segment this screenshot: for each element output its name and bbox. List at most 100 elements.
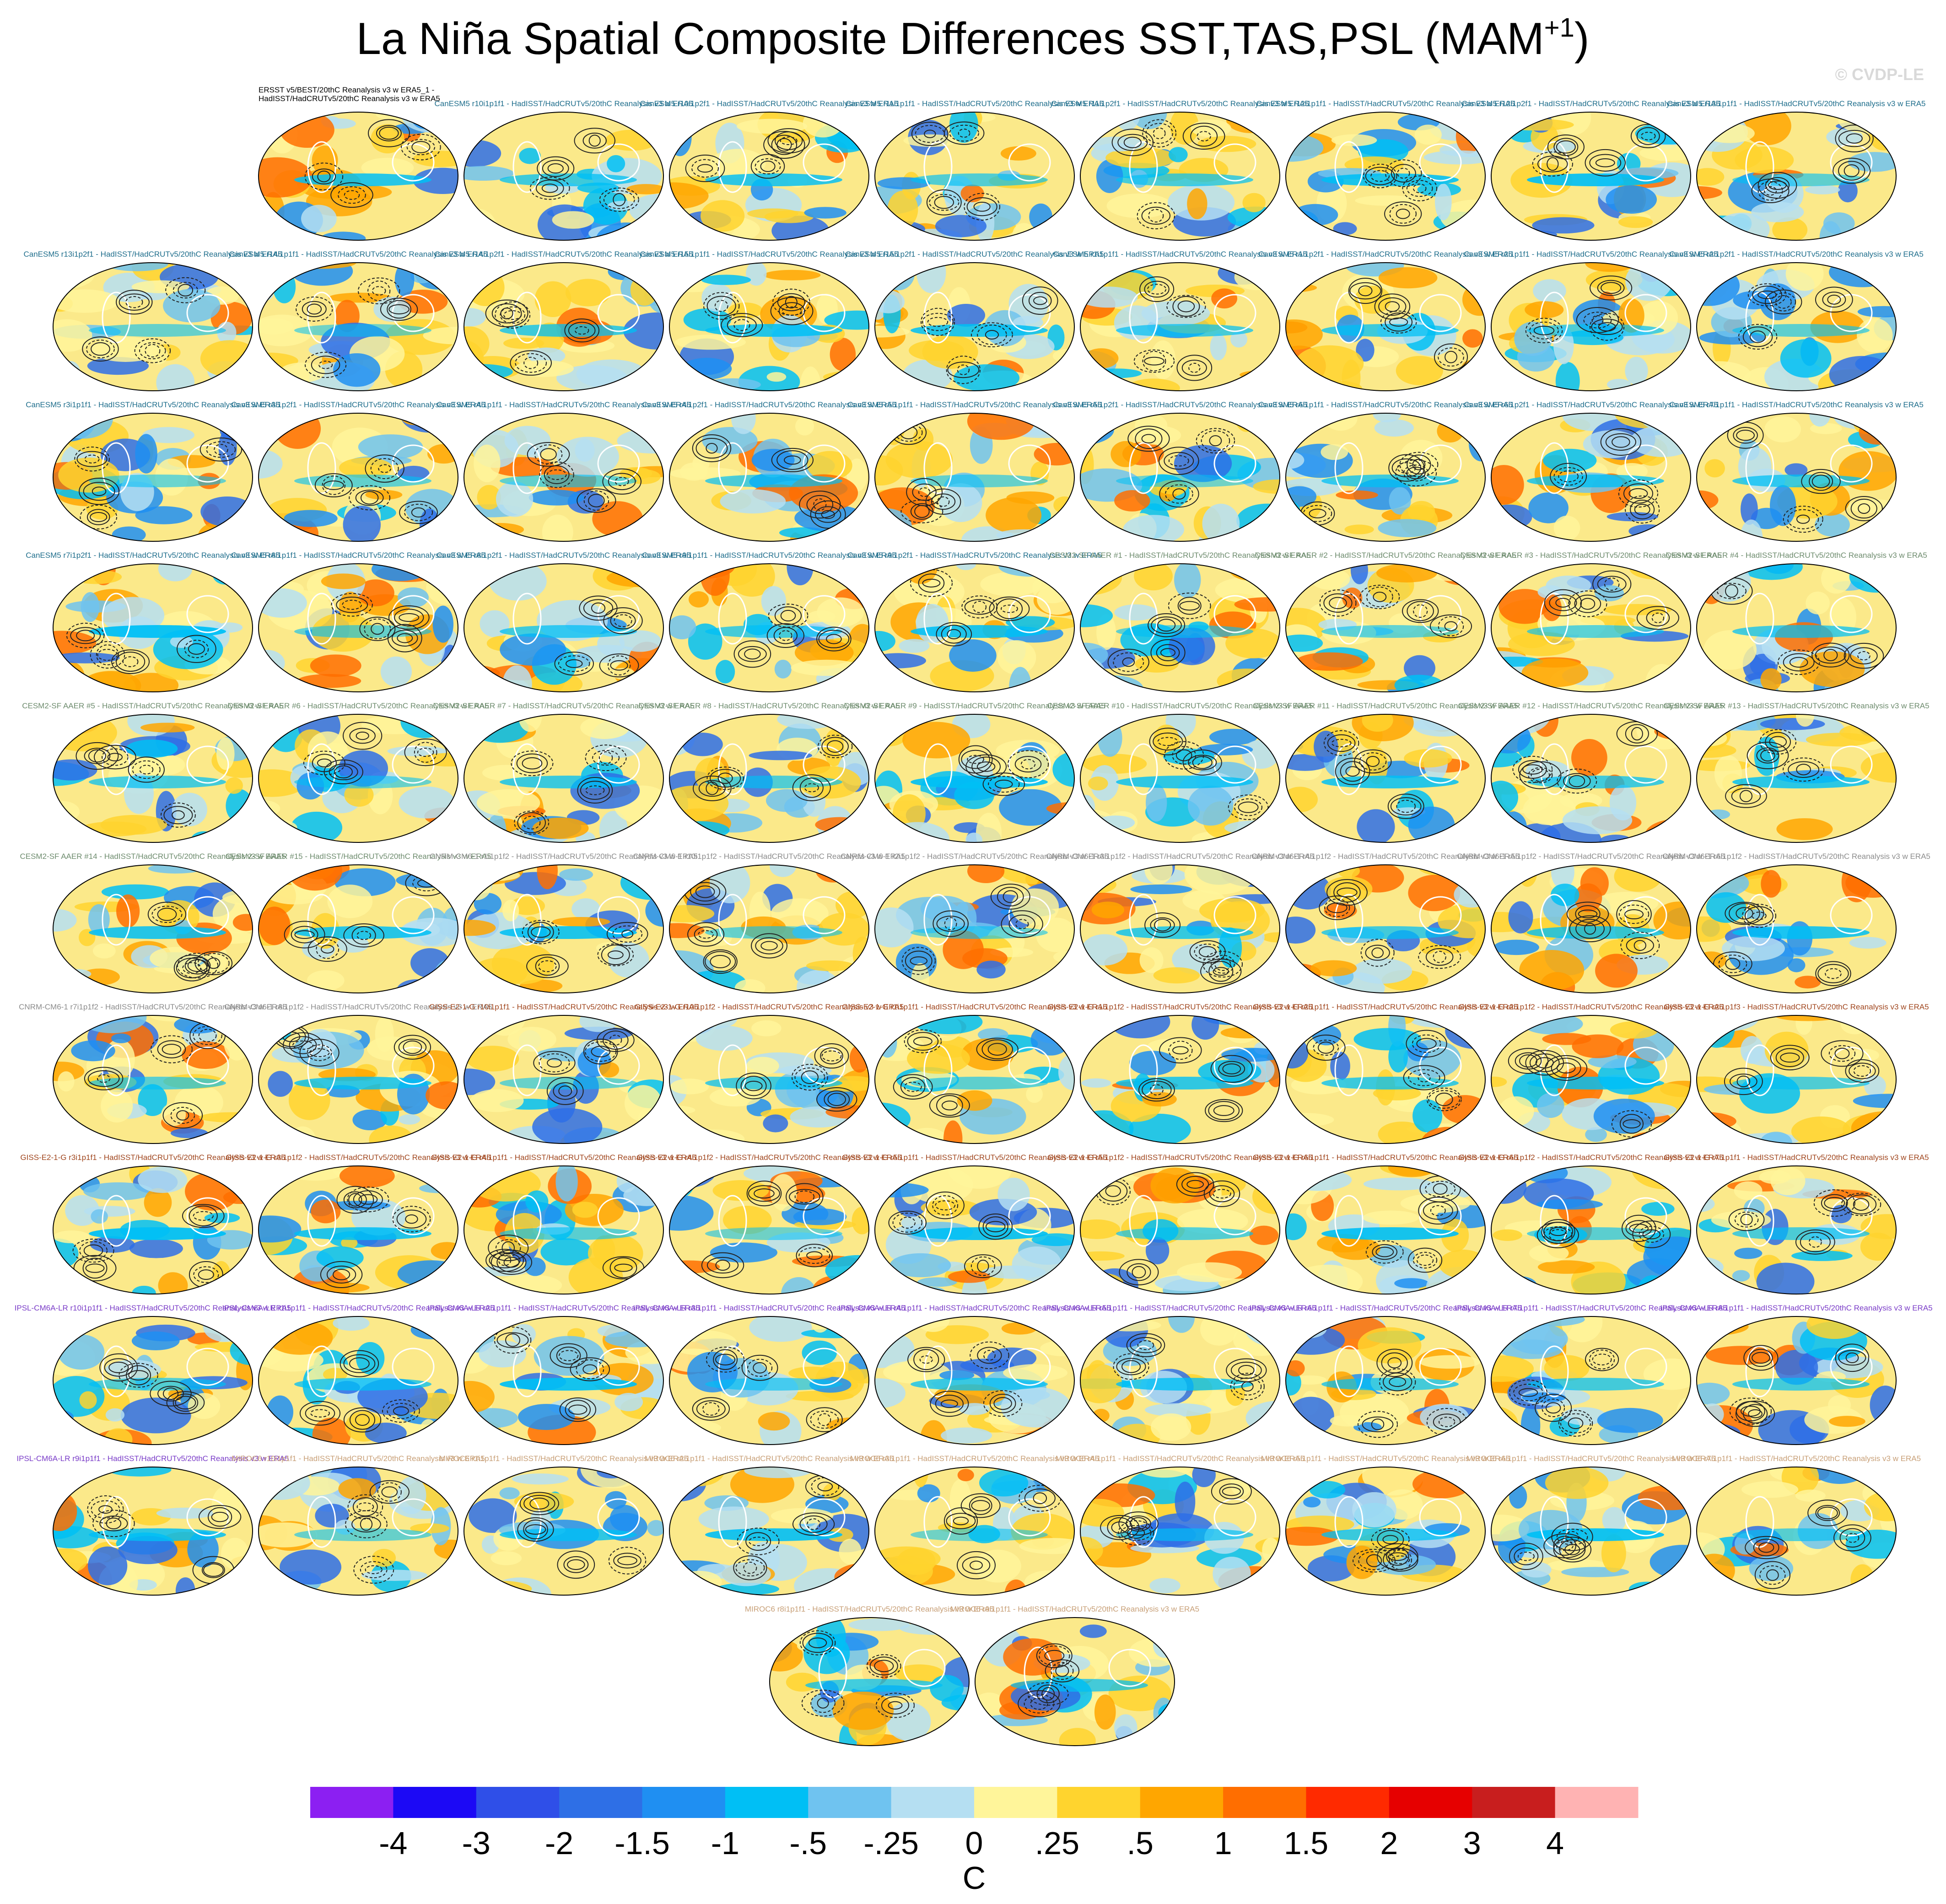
psl-contour bbox=[1568, 590, 1607, 617]
anomaly-patch bbox=[616, 1169, 636, 1193]
land-outline bbox=[1540, 894, 1569, 946]
colorbar-unit: C bbox=[963, 1860, 986, 1896]
map-border bbox=[769, 1617, 970, 1746]
psl-contour bbox=[1783, 506, 1823, 533]
anomaly-patch bbox=[669, 1467, 706, 1502]
anomaly-patch bbox=[187, 1531, 219, 1568]
anomaly-patch bbox=[619, 630, 661, 652]
colorbar-tick-label: 1 bbox=[1214, 1825, 1232, 1861]
psl-contour bbox=[387, 300, 411, 319]
equatorial-band bbox=[1732, 475, 1870, 487]
psl-contour bbox=[1592, 1354, 1612, 1365]
psl-contour bbox=[983, 1390, 1023, 1417]
psl-contour bbox=[305, 1405, 335, 1422]
psl-contour bbox=[1182, 749, 1222, 776]
land-outline bbox=[102, 1195, 131, 1247]
anomaly-patch bbox=[361, 1570, 428, 1581]
anomaly-patch bbox=[907, 1043, 970, 1074]
psl-contour bbox=[500, 306, 526, 324]
map-panel bbox=[464, 1015, 663, 1143]
psl-contour bbox=[1327, 734, 1356, 752]
psl-contour bbox=[1366, 755, 1380, 767]
anomaly-patch bbox=[1346, 1545, 1378, 1579]
psl-contour bbox=[957, 364, 970, 375]
panel-title: CNRM-CM6-1 r4i1p1f2 - HadISST/HadCRUTv5/… bbox=[1251, 852, 1520, 861]
anomaly-patch bbox=[1644, 819, 1691, 842]
psl-contour bbox=[1725, 584, 1738, 598]
anomaly-patch bbox=[1493, 1229, 1522, 1241]
anomaly-patch bbox=[552, 917, 610, 927]
anomaly-patch bbox=[1491, 465, 1524, 505]
anomaly-patch bbox=[700, 200, 745, 232]
anomaly-patch bbox=[415, 263, 458, 290]
map-border bbox=[1696, 1467, 1897, 1596]
anomaly-patch bbox=[380, 656, 412, 687]
psl-contour bbox=[119, 1363, 158, 1388]
psl-contour bbox=[774, 606, 802, 625]
psl-contour bbox=[755, 937, 783, 955]
equatorial-band bbox=[1011, 1679, 1148, 1692]
psl-contour bbox=[284, 921, 325, 949]
psl-contour bbox=[1626, 937, 1654, 954]
map-border bbox=[464, 1015, 664, 1144]
psl-contour bbox=[1384, 201, 1422, 227]
anomaly-patch bbox=[1525, 301, 1564, 318]
psl-contour bbox=[139, 765, 154, 775]
anomaly-patch bbox=[502, 900, 519, 922]
land-outline bbox=[1008, 595, 1051, 633]
psl-contour bbox=[1634, 504, 1650, 515]
anomaly-patch bbox=[1286, 1360, 1305, 1377]
anomaly-patch bbox=[1635, 122, 1691, 145]
anomaly-patch bbox=[1704, 1316, 1760, 1322]
equatorial-band bbox=[500, 1227, 637, 1240]
anomaly-patch bbox=[1394, 674, 1444, 692]
anomaly-patch bbox=[197, 522, 237, 541]
anomaly-patch bbox=[1571, 739, 1607, 777]
psl-contour bbox=[145, 344, 161, 358]
psl-contour bbox=[356, 1502, 374, 1511]
panel-title: MIROC6 r4i1p1f1 - HadISST/HadCRUTv5/20th… bbox=[1055, 1454, 1305, 1463]
psl-contour bbox=[353, 1555, 394, 1584]
psl-contour bbox=[814, 1043, 849, 1069]
psl-contour bbox=[1213, 967, 1229, 976]
psl-contour bbox=[1168, 592, 1211, 619]
psl-contour bbox=[1382, 1535, 1399, 1544]
anomaly-patch bbox=[259, 314, 313, 346]
land-outline bbox=[1419, 294, 1462, 332]
anomaly-patch bbox=[1491, 671, 1517, 687]
psl-contour bbox=[340, 1350, 379, 1377]
psl-contour bbox=[799, 777, 824, 798]
psl-contour bbox=[697, 164, 713, 173]
psl-contour bbox=[326, 1265, 356, 1284]
psl-contour bbox=[792, 1512, 835, 1536]
psl-contour bbox=[1589, 154, 1622, 172]
psl-contour bbox=[376, 125, 402, 141]
psl-contour bbox=[1738, 324, 1778, 350]
psl-contour bbox=[568, 1404, 588, 1415]
equatorial-band bbox=[1527, 173, 1664, 186]
anomaly-patch bbox=[1470, 968, 1485, 980]
equatorial-band bbox=[1527, 1378, 1664, 1391]
psl-contour bbox=[798, 1247, 830, 1264]
psl-contour bbox=[342, 722, 383, 750]
anomaly-patch bbox=[1650, 1577, 1691, 1595]
panel-title: CNRM-CM6-1 r7i1p1f2 - HadISST/HadCRUTv5/… bbox=[19, 1003, 287, 1011]
psl-contour bbox=[1168, 1041, 1193, 1060]
anomaly-patch bbox=[398, 1114, 420, 1125]
map-panel bbox=[875, 263, 1074, 391]
psl-contour bbox=[106, 1517, 122, 1530]
psl-contour bbox=[1757, 181, 1783, 201]
psl-contour bbox=[533, 1051, 576, 1075]
land-outline bbox=[1008, 745, 1051, 784]
map-border bbox=[874, 262, 1075, 391]
psl-contour bbox=[1127, 1527, 1145, 1539]
psl-contour bbox=[1159, 1037, 1202, 1063]
psl-contour bbox=[359, 616, 396, 641]
panel-title: GISS-E2-1-G r4i1p1f1 - HadISST/HadCRUTv5… bbox=[431, 1153, 696, 1162]
anomaly-patch bbox=[1697, 218, 1727, 240]
psl-contour bbox=[1547, 157, 1559, 171]
anomaly-patch bbox=[1697, 361, 1751, 388]
psl-contour bbox=[799, 491, 841, 519]
anomaly-patch bbox=[1585, 1127, 1607, 1142]
land-outline bbox=[1008, 1348, 1051, 1386]
